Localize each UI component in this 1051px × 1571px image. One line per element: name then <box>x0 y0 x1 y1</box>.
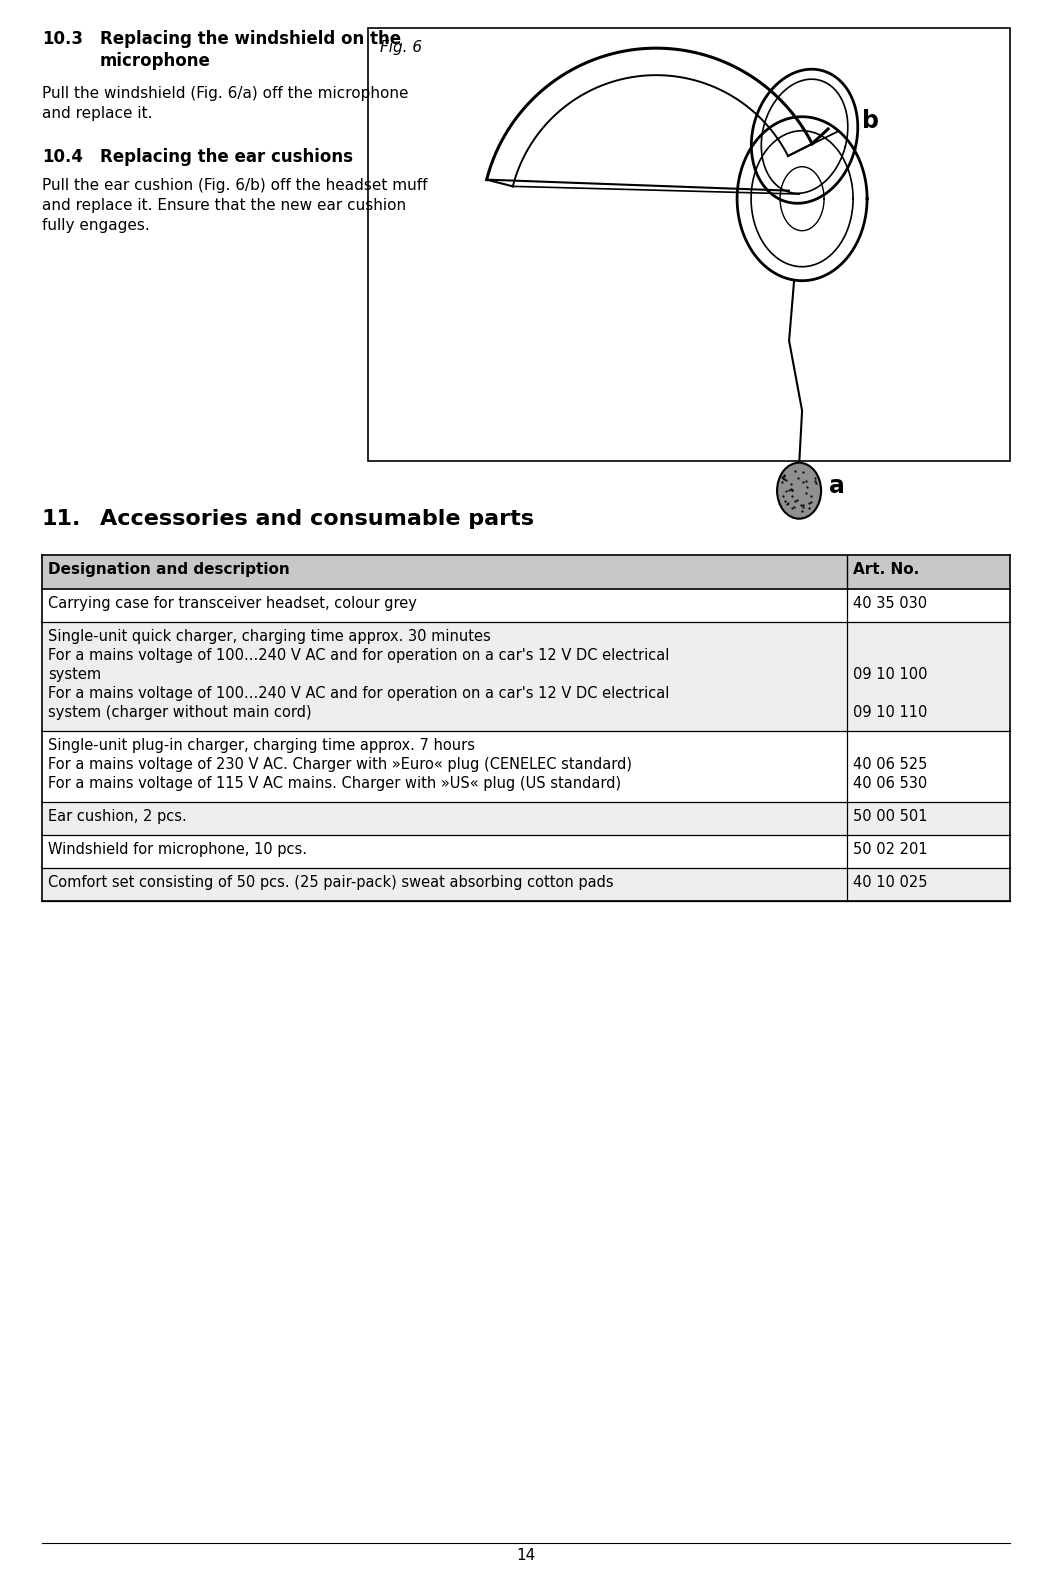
Text: 40 06 525: 40 06 525 <box>853 757 928 771</box>
Text: Replacing the windshield on the: Replacing the windshield on the <box>100 30 401 49</box>
Text: b: b <box>862 110 879 134</box>
Bar <box>42 589 1010 622</box>
Bar <box>368 28 1010 460</box>
Text: 10.3: 10.3 <box>42 30 83 49</box>
Text: Fig. 6: Fig. 6 <box>380 39 423 55</box>
Text: Replacing the ear cushions: Replacing the ear cushions <box>100 148 353 167</box>
Text: Windshield for microphone, 10 pcs.: Windshield for microphone, 10 pcs. <box>48 842 307 858</box>
Text: Single-unit quick charger, charging time approx. 30 minutes: Single-unit quick charger, charging time… <box>48 628 491 644</box>
Text: Ear cushion, 2 pcs.: Ear cushion, 2 pcs. <box>48 809 187 825</box>
Text: 11.: 11. <box>42 509 81 529</box>
Text: system (charger without main cord): system (charger without main cord) <box>48 705 312 720</box>
Text: 40 06 530: 40 06 530 <box>853 776 928 792</box>
Text: Pull the windshield (Fig. 6/a) off the microphone: Pull the windshield (Fig. 6/a) off the m… <box>42 86 409 101</box>
Bar <box>42 731 1010 803</box>
Text: 50 02 201: 50 02 201 <box>853 842 928 858</box>
Text: and replace it.: and replace it. <box>42 105 152 121</box>
Text: For a mains voltage of 100...240 V AC and for operation on a car's 12 V DC elect: For a mains voltage of 100...240 V AC an… <box>48 687 669 701</box>
Bar <box>42 555 1010 589</box>
Text: microphone: microphone <box>100 52 211 71</box>
Text: 14: 14 <box>516 1547 535 1563</box>
Text: system: system <box>48 668 101 682</box>
Text: 40 10 025: 40 10 025 <box>853 875 928 891</box>
Text: and replace it. Ensure that the new ear cushion: and replace it. Ensure that the new ear … <box>42 198 406 214</box>
Text: Designation and description: Designation and description <box>48 562 290 577</box>
Text: Carrying case for transceiver headset, colour grey: Carrying case for transceiver headset, c… <box>48 595 417 611</box>
Text: For a mains voltage of 115 V AC mains. Charger with »US« plug (US standard): For a mains voltage of 115 V AC mains. C… <box>48 776 621 792</box>
Ellipse shape <box>777 463 821 518</box>
Bar <box>42 622 1010 731</box>
Text: For a mains voltage of 230 V AC. Charger with »Euro« plug (CENELEC standard): For a mains voltage of 230 V AC. Charger… <box>48 757 632 771</box>
Text: 09 10 100: 09 10 100 <box>853 668 928 682</box>
Text: Single-unit plug-in charger, charging time approx. 7 hours: Single-unit plug-in charger, charging ti… <box>48 738 475 753</box>
Text: For a mains voltage of 100...240 V AC and for operation on a car's 12 V DC elect: For a mains voltage of 100...240 V AC an… <box>48 647 669 663</box>
Text: Art. No.: Art. No. <box>853 562 920 577</box>
Text: 09 10 110: 09 10 110 <box>853 705 928 720</box>
Text: 40 35 030: 40 35 030 <box>853 595 927 611</box>
Text: Comfort set consisting of 50 pcs. (25 pair-pack) sweat absorbing cotton pads: Comfort set consisting of 50 pcs. (25 pa… <box>48 875 614 891</box>
Bar <box>42 869 1010 902</box>
Bar <box>42 803 1010 836</box>
Text: Accessories and consumable parts: Accessories and consumable parts <box>100 509 534 529</box>
Bar <box>42 836 1010 869</box>
Text: a: a <box>829 474 845 498</box>
Text: Pull the ear cushion (Fig. 6/b) off the headset muff: Pull the ear cushion (Fig. 6/b) off the … <box>42 178 428 193</box>
Text: fully engages.: fully engages. <box>42 218 149 233</box>
Text: 50 00 501: 50 00 501 <box>853 809 928 825</box>
Text: 10.4: 10.4 <box>42 148 83 167</box>
